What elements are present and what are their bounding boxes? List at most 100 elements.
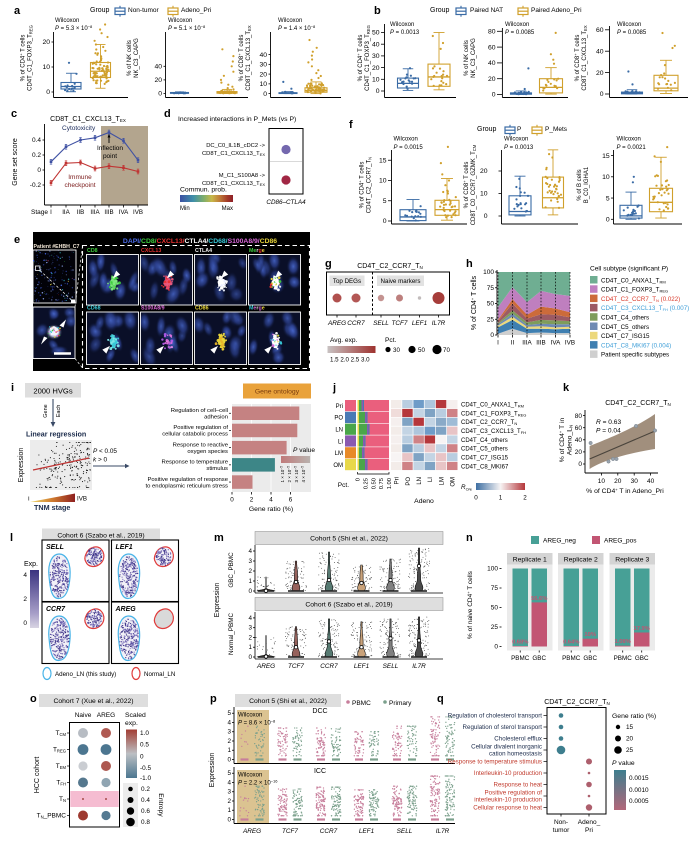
svg-text:20: 20 bbox=[259, 71, 267, 78]
svg-text:5: 5 bbox=[606, 195, 610, 202]
svg-text:B_C0_IGHA1: B_C0_IGHA1 bbox=[584, 166, 590, 203]
svg-text:40: 40 bbox=[647, 478, 655, 485]
svg-text:stimulus: stimulus bbox=[206, 466, 228, 472]
svg-text:10: 10 bbox=[42, 64, 50, 71]
svg-text:Cohort 5 (Shi et al., 2022): Cohort 5 (Shi et al., 2022) bbox=[310, 536, 388, 543]
svg-text:Top DEGs: Top DEGs bbox=[333, 278, 361, 285]
svg-text:10: 10 bbox=[379, 178, 387, 185]
svg-text:20: 20 bbox=[575, 449, 583, 456]
svg-text:Gene set score: Gene set score bbox=[12, 138, 19, 186]
svg-text:LN: LN bbox=[417, 477, 423, 485]
svg-text:CD4T_C7_ISG15: CD4T_C7_ISG15 bbox=[601, 333, 650, 340]
svg-text:k: k bbox=[563, 382, 570, 394]
svg-text:0.50: 0.50 bbox=[371, 478, 377, 489]
svg-text:LM: LM bbox=[439, 477, 445, 485]
svg-text:SELL: SELL bbox=[46, 544, 64, 551]
svg-text:m: m bbox=[214, 532, 224, 544]
svg-text:g: g bbox=[325, 258, 332, 270]
svg-text:Group: Group bbox=[90, 7, 110, 14]
svg-text:15: 15 bbox=[379, 157, 387, 164]
svg-text:IIA: IIA bbox=[62, 209, 70, 216]
svg-text:IIIA: IIIA bbox=[522, 340, 532, 347]
svg-text:40: 40 bbox=[259, 52, 267, 59]
svg-text:TCM: TCM bbox=[56, 730, 67, 737]
svg-text:40: 40 bbox=[372, 41, 380, 48]
svg-text:Normal_LN: Normal_LN bbox=[144, 671, 175, 678]
svg-text:75: 75 bbox=[487, 285, 495, 292]
svg-text:Gene ratio (%): Gene ratio (%) bbox=[249, 506, 293, 513]
svg-text:Wilcoxon: Wilcoxon bbox=[505, 22, 529, 28]
svg-text:CD4T_C0_ANXA1_TRM: CD4T_C0_ANXA1_TRM bbox=[601, 277, 666, 284]
svg-text:AREG: AREG bbox=[256, 663, 275, 670]
svg-text:DCC: DCC bbox=[312, 708, 327, 715]
svg-text:CD86–CTLA4: CD86–CTLA4 bbox=[266, 199, 306, 206]
svg-text:10%: 10% bbox=[584, 632, 596, 638]
svg-text:CD4T_C3_CXCL13_TFH: CD4T_C3_CXCL13_TFH bbox=[461, 429, 526, 435]
svg-text:NK_C3_CAPG: NK_C3_CAPG bbox=[471, 38, 477, 78]
svg-text:20: 20 bbox=[480, 168, 488, 175]
svg-text:30: 30 bbox=[631, 478, 639, 485]
svg-text:P = 0.0021: P = 0.0021 bbox=[617, 145, 647, 151]
svg-text:4: 4 bbox=[227, 719, 231, 726]
svg-text:1: 1 bbox=[227, 747, 231, 754]
svg-text:CD4T_C4_others: CD4T_C4_others bbox=[461, 438, 508, 444]
svg-text:Patient specific subtypes: Patient specific subtypes bbox=[601, 352, 669, 359]
svg-text:adhesion: adhesion bbox=[204, 415, 228, 421]
svg-text:LEF1: LEF1 bbox=[412, 320, 428, 327]
svg-text:% of naive CD4+ T cells: % of naive CD4+ T cells bbox=[466, 570, 474, 639]
svg-text:6: 6 bbox=[289, 497, 293, 504]
svg-text:P = 0.04: P = 0.04 bbox=[596, 428, 621, 435]
svg-text:0: 0 bbox=[227, 757, 231, 764]
svg-text:GBC: GBC bbox=[532, 655, 546, 662]
svg-text:0: 0 bbox=[376, 88, 380, 95]
svg-text:a: a bbox=[14, 5, 21, 17]
svg-text:CD4T_C5_others: CD4T_C5_others bbox=[601, 324, 649, 331]
svg-text:CD4T_C2_CCR7_TN: CD4T_C2_CCR7_TN bbox=[357, 263, 423, 270]
svg-text:LN: LN bbox=[335, 428, 343, 434]
svg-text:CD4T_C1_FOXP3_TREG: CD4T_C1_FOXP3_TREG bbox=[28, 25, 34, 91]
svg-text:Stage: Stage bbox=[31, 209, 48, 216]
svg-text:IVB: IVB bbox=[133, 209, 143, 216]
svg-text:CCR7: CCR7 bbox=[347, 320, 365, 327]
svg-text:CD4T_C3_CXCL13_TFH (0.007): CD4T_C3_CXCL13_TFH (0.007) bbox=[601, 305, 689, 312]
svg-text:Positive regulation of respons: Positive regulation of response bbox=[147, 477, 228, 483]
svg-text:n: n bbox=[466, 532, 473, 544]
svg-text:P_Mets: P_Mets bbox=[545, 126, 568, 133]
svg-text:0: 0 bbox=[484, 213, 488, 220]
svg-text:0: 0 bbox=[474, 495, 478, 502]
svg-text:100: 100 bbox=[487, 566, 498, 573]
svg-text:0: 0 bbox=[263, 91, 267, 98]
svg-text:20: 20 bbox=[488, 76, 496, 83]
svg-text:IIB: IIB bbox=[77, 209, 85, 216]
svg-text:20: 20 bbox=[614, 478, 622, 485]
svg-text:10: 10 bbox=[372, 77, 380, 84]
svg-text:P = 5.1 × 10−8: P = 5.1 × 10−8 bbox=[168, 24, 206, 32]
svg-text:d: d bbox=[164, 108, 171, 120]
svg-text:Max: Max bbox=[222, 206, 233, 212]
svg-text:Wilcoxon: Wilcoxon bbox=[504, 137, 528, 143]
svg-text:Expression: Expression bbox=[18, 448, 25, 483]
svg-text:0.5: 0.5 bbox=[140, 742, 149, 749]
svg-text:5: 5 bbox=[383, 198, 387, 205]
svg-text:IVB: IVB bbox=[77, 496, 87, 503]
svg-text:Wilcoxon: Wilcoxon bbox=[168, 18, 192, 24]
svg-text:1.00: 1.00 bbox=[387, 478, 393, 489]
svg-text:Avg. exp.: Avg. exp. bbox=[330, 337, 358, 344]
svg-text:0.75: 0.75 bbox=[379, 478, 385, 489]
svg-text:I: I bbox=[497, 340, 499, 347]
svg-text:IVB: IVB bbox=[565, 340, 575, 347]
svg-text:50: 50 bbox=[372, 30, 380, 37]
svg-text:0: 0 bbox=[23, 620, 27, 627]
svg-text:IL7R: IL7R bbox=[412, 663, 426, 670]
svg-text:Expression: Expression bbox=[214, 583, 221, 618]
svg-text:% of CD8+ T cells: % of CD8+ T cells bbox=[573, 35, 581, 82]
svg-text:Non-tumor: Non-tumor bbox=[128, 7, 160, 14]
svg-text:-1.0: -1.0 bbox=[140, 775, 151, 782]
svg-text:Merge: Merge bbox=[249, 248, 265, 254]
svg-text:0: 0 bbox=[383, 218, 387, 225]
svg-text:4: 4 bbox=[23, 572, 27, 579]
svg-text:PBMC: PBMC bbox=[352, 700, 371, 707]
svg-text:Replicate 2: Replicate 2 bbox=[564, 557, 598, 564]
svg-text:CD8T_C1_CXCL13_TEX: CD8T_C1_CXCL13_TEX bbox=[582, 25, 588, 90]
svg-text:CD4T_C2_CCR7_TN: CD4T_C2_CCR7_TN bbox=[605, 400, 671, 407]
